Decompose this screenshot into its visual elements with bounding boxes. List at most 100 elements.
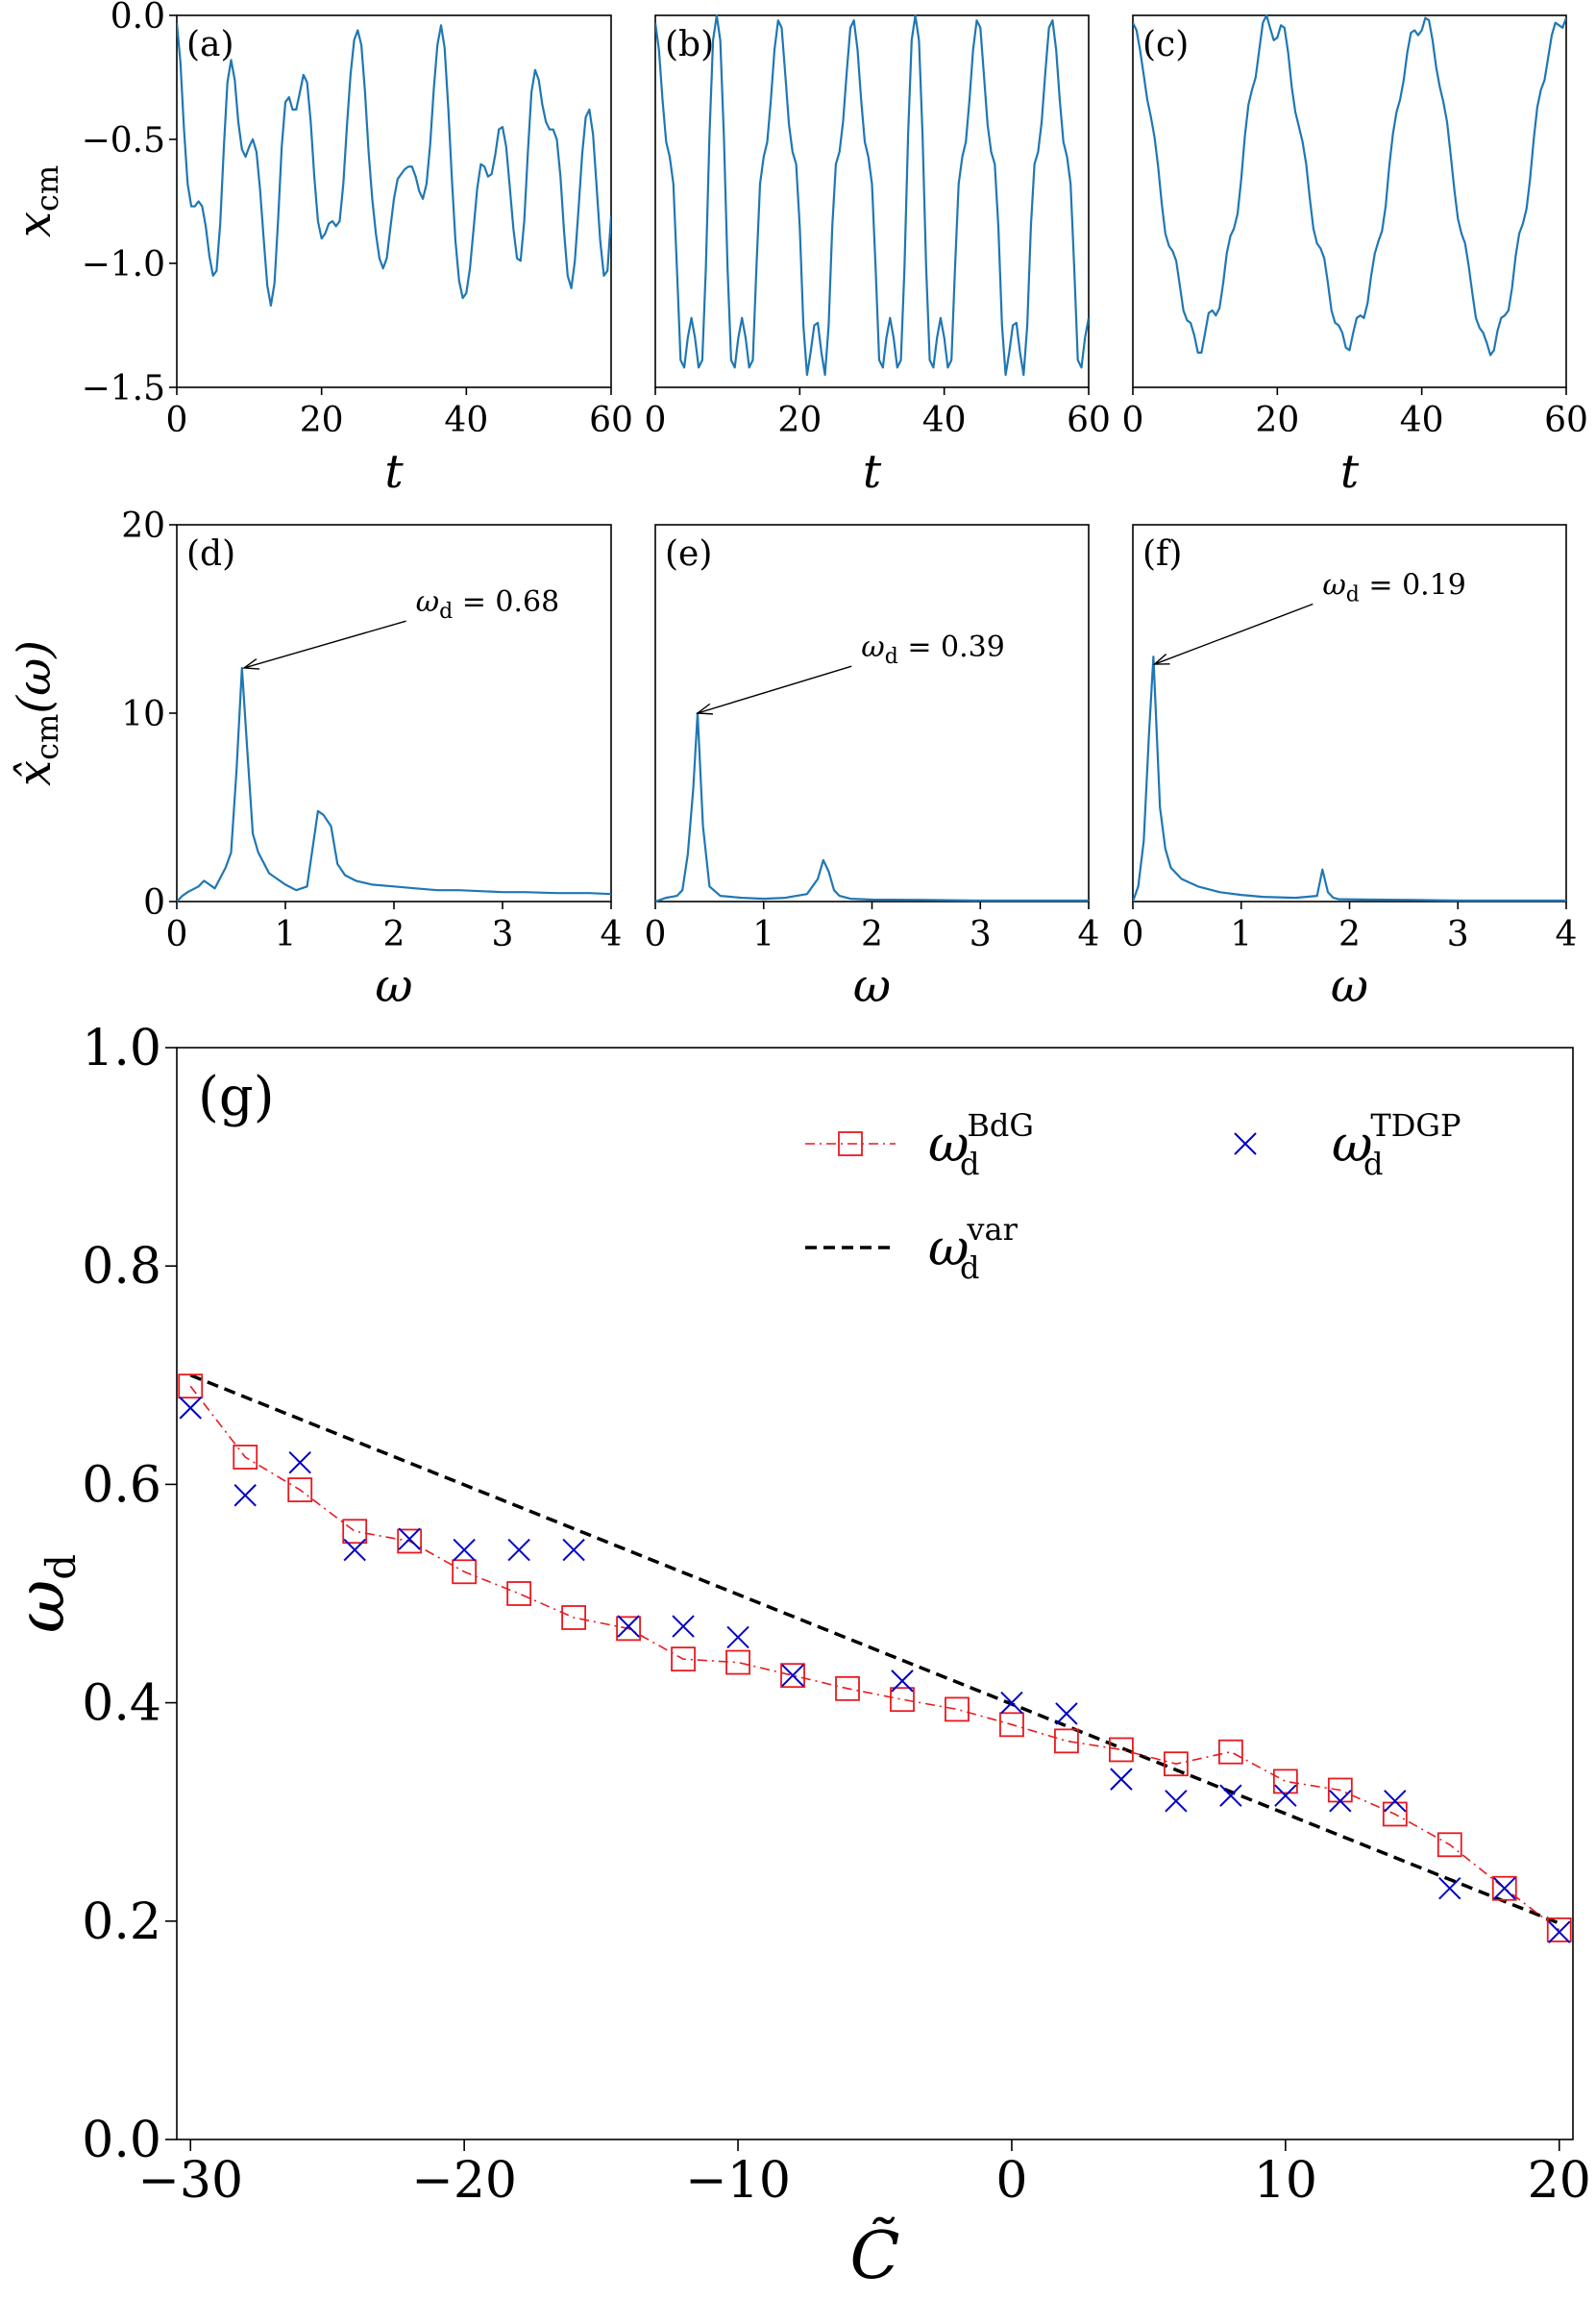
x-tick-label: 2 <box>861 915 883 954</box>
y-tick-label: 0.0 <box>110 0 165 37</box>
y-tick-label: 0 <box>143 883 165 923</box>
bdg-square-marker <box>1054 1728 1079 1754</box>
series-line <box>655 711 1089 903</box>
tdgp-x-marker <box>562 1538 585 1562</box>
y-tick-label: 0.6 <box>82 1456 161 1514</box>
panel-label: (e) <box>665 534 712 574</box>
tdgp-x-marker <box>1548 1920 1571 1943</box>
y-tick-label: −1.0 <box>82 245 165 284</box>
bdg-square-marker <box>999 1712 1024 1738</box>
x-tick-label: 60 <box>1544 401 1588 440</box>
y-tick-label: 0.2 <box>82 1893 161 1951</box>
y-axis-label: ωd <box>4 1554 85 1633</box>
x-tick-label: 2 <box>383 915 405 954</box>
axes-frame <box>1132 14 1567 388</box>
x-axis-label: t <box>384 445 404 499</box>
x-axis-label: t <box>863 445 882 499</box>
x-axis-label: t <box>1340 445 1360 499</box>
panel-a: 0 20 40 60 0.0 −0.5 −1.0 −1.5 (a) t xcm <box>8 0 633 499</box>
x-axis-label: ω <box>853 959 891 1013</box>
tdgp-x-marker <box>1110 1768 1133 1791</box>
bdg-square-marker <box>561 1605 587 1630</box>
tdgp-x-marker <box>617 1615 640 1638</box>
panel-e: 0 1 2 3 4 (e) ω ωd = 0.39 <box>645 524 1099 1013</box>
bdg-square-marker <box>506 1581 532 1606</box>
series-line <box>177 22 611 307</box>
bdg-square-marker <box>890 1687 915 1713</box>
panel-c: 0 20 40 60 (c) t <box>1122 13 1588 499</box>
y-axis-label: xcm <box>8 165 65 237</box>
panel-label: (a) <box>186 25 234 64</box>
panel-label: (b) <box>665 25 714 64</box>
axes-frame <box>654 524 1090 903</box>
bdg-square-marker <box>1491 1875 1517 1901</box>
bdg-square-marker <box>835 1675 860 1701</box>
y-tick-label: 0.4 <box>82 1675 161 1733</box>
legend-label: ωvar d <box>928 1211 1019 1286</box>
tdgp-x-marker <box>781 1664 804 1687</box>
x-tick-label: 3 <box>492 915 514 954</box>
x-tick-label: 40 <box>444 401 488 440</box>
panel-g: −30 −20 −10 0 10 20 0.0 0.2 0.4 0.6 0.8 1.0 (g) ωBdG d… <box>4 1020 1591 2294</box>
tdgp-x-marker <box>1165 1790 1188 1813</box>
bdg-square-marker <box>1217 1739 1243 1765</box>
legend-bdg-marker <box>838 1131 863 1156</box>
tdgp-x-marker <box>726 1625 749 1649</box>
bdg-square-marker <box>1546 1917 1572 1942</box>
annotation-arrowhead <box>242 657 260 670</box>
bdg-square-marker <box>1272 1768 1298 1794</box>
tdgp-x-marker <box>179 1397 202 1420</box>
bdg-square-marker <box>287 1477 313 1502</box>
annotation-arrow <box>697 665 852 714</box>
y-tick-label: 10 <box>121 695 165 734</box>
x-tick-label: 20 <box>1528 2152 1591 2210</box>
bdg-square-marker <box>342 1519 368 1545</box>
annotation-label: ωd = 0.19 <box>1322 569 1466 607</box>
x-tick-label: 20 <box>1255 401 1299 440</box>
bdg-square-marker <box>616 1616 641 1642</box>
x-tick-label: 4 <box>1556 915 1578 954</box>
series-line <box>1133 13 1566 357</box>
axes-frame <box>1132 524 1567 903</box>
panel-label: (f) <box>1142 534 1182 574</box>
tdgp-x-marker <box>1055 1702 1078 1725</box>
bdg-square-marker <box>671 1646 696 1672</box>
y-tick-label: 0.8 <box>82 1238 161 1296</box>
axes-frame <box>176 524 612 903</box>
legend-label: ωBdG d <box>928 1107 1034 1182</box>
tdgp-x-marker <box>233 1484 257 1507</box>
x-tick-label: 0 <box>645 915 667 954</box>
y-tick-label: 20 <box>121 507 165 546</box>
y-tick-label: −1.5 <box>82 369 165 408</box>
x-tick-label: 1 <box>1230 915 1252 954</box>
series-var-line <box>189 1373 1560 1925</box>
bdg-square-marker <box>1382 1801 1408 1827</box>
x-axis-label: ω <box>1331 959 1368 1013</box>
annotation-arrow <box>243 620 406 669</box>
x-tick-label: 40 <box>922 401 967 440</box>
x-tick-label: 4 <box>601 915 623 954</box>
x-tick-label: 1 <box>752 915 774 954</box>
x-axis-label: ω <box>375 959 412 1013</box>
bdg-square-marker <box>452 1559 478 1585</box>
x-tick-label: −10 <box>685 2152 791 2210</box>
tdgp-x-marker <box>1219 1784 1242 1807</box>
panel-label: (d) <box>186 534 235 574</box>
x-tick-label: 3 <box>970 915 992 954</box>
legend-tdgp-marker <box>1234 1132 1257 1155</box>
x-tick-label: 20 <box>777 401 822 440</box>
axes-frame <box>654 14 1090 388</box>
tdgp-x-marker <box>1000 1691 1023 1715</box>
axes-frame <box>176 1047 1574 2140</box>
y-axis-label: x̂cm(ω) <box>8 640 65 786</box>
x-tick-label: 2 <box>1338 915 1361 954</box>
tdgp-x-marker <box>1438 1877 1461 1900</box>
panel-b: 0 20 40 60 (b) t <box>645 13 1111 499</box>
series-line <box>177 666 611 903</box>
y-tick-label: 1.0 <box>82 1020 161 1077</box>
y-tick-label: −0.5 <box>82 121 165 161</box>
bdg-square-marker <box>1163 1751 1189 1777</box>
x-tick-label: 1 <box>275 915 297 954</box>
x-tick-label: 60 <box>589 401 633 440</box>
